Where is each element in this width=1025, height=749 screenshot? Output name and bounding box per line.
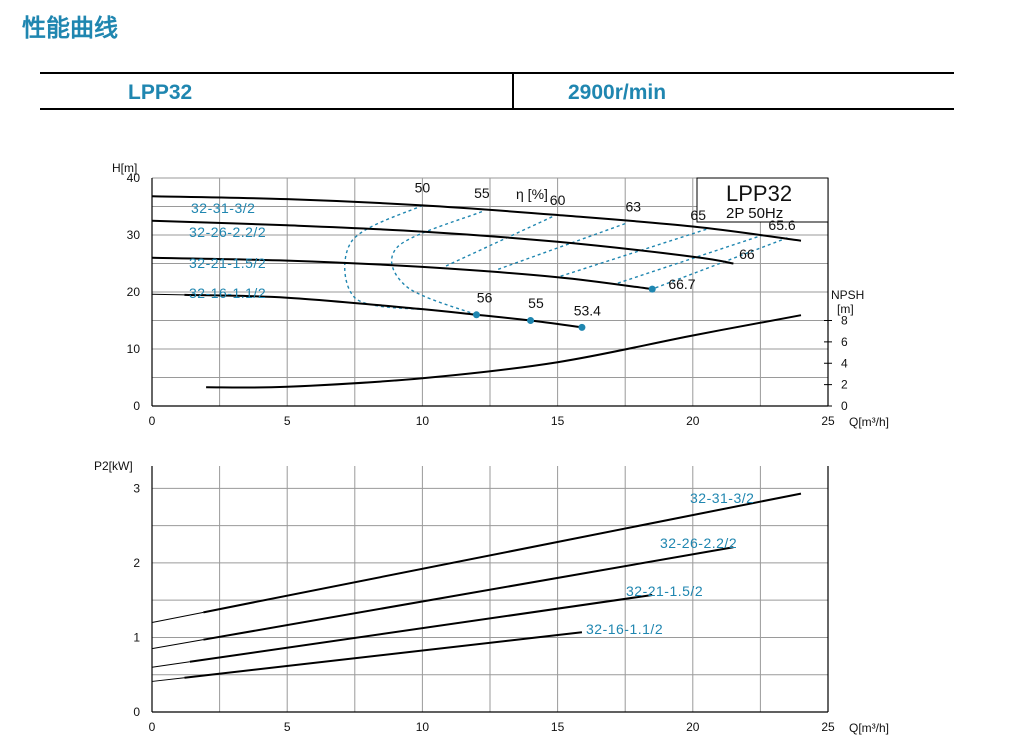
- efficiency-label: 56: [477, 289, 493, 305]
- head-curve-label: 32-31-3/2: [191, 200, 255, 216]
- efficiency-label: 55: [474, 185, 490, 201]
- efficiency-contour-66: [651, 237, 788, 290]
- y-tick-label: 30: [127, 228, 141, 242]
- y-tick-label: 2: [133, 556, 140, 570]
- power-curve-extension-32-26-2-2-2: [151, 639, 204, 650]
- header-band: LPP32 2900r/min: [40, 72, 954, 110]
- efficiency-point-marker: [472, 311, 480, 319]
- x-tick-label: 10: [416, 720, 430, 734]
- header-divider: [512, 74, 514, 108]
- efficiency-label: 63: [626, 199, 642, 215]
- efficiency-label: 60: [550, 192, 566, 208]
- x-axis-title: Q[m³/h]: [849, 415, 889, 429]
- model-box-title: LPP32: [726, 181, 792, 206]
- power-curve-32-26-2-2-2: [203, 546, 734, 641]
- efficiency-contour-50: [344, 204, 423, 311]
- head-curve-32-21-1-5-2: [151, 256, 653, 291]
- x-tick-label: 0: [149, 720, 156, 734]
- head-curve-label: 32-26-2.2/2: [189, 224, 266, 240]
- x-tick-label: 25: [821, 414, 835, 428]
- npsh-axis-title: NPSH: [831, 288, 864, 302]
- efficiency-point-marker: [527, 317, 535, 324]
- power-curve-extension-32-21-1-5-2: [151, 661, 190, 668]
- x-tick-label: 5: [284, 414, 291, 428]
- power-curve-label: 32-21-1.5/2: [626, 583, 703, 599]
- power-curve-extension-32-31-3-2: [151, 611, 204, 624]
- y-tick-label: 0: [133, 705, 140, 719]
- efficiency-label: 55: [528, 295, 544, 311]
- y-tick-label: 1: [133, 630, 140, 644]
- efficiency-contour-60: [443, 216, 553, 268]
- power-curve-32-31-3-2: [203, 492, 802, 614]
- head-curve-32-31-3-2: [151, 195, 802, 242]
- power-curve-extension-32-16-1-1-2: [151, 677, 185, 682]
- npsh-tick-label: 4: [841, 356, 848, 370]
- efficiency-label: 53.4: [574, 302, 601, 318]
- head-curve-extension-32-16-1-1-2: [151, 293, 185, 296]
- head-curve-32-26-2-2-2: [151, 219, 734, 265]
- npsh-tick-label: 8: [841, 314, 848, 328]
- power-curve-32-16-1-1-2: [184, 631, 583, 679]
- page-title: 性能曲线: [22, 15, 118, 42]
- y-tick-label: 40: [127, 171, 141, 185]
- efficiency-contour-65-6: [616, 234, 764, 285]
- power-curve-label: 32-31-3/2: [690, 490, 754, 506]
- power-curve-label: 32-26-2.2/2: [660, 535, 737, 551]
- y-axis-title: P2[kW]: [94, 459, 133, 473]
- efficiency-label: 50: [415, 179, 431, 195]
- x-tick-label: 0: [149, 414, 156, 428]
- efficiency-point-marker: [648, 285, 656, 293]
- x-axis-title: Q[m³/h]: [849, 721, 889, 735]
- efficiency-contour-55: [390, 210, 483, 316]
- efficiency-contour-65: [557, 228, 707, 278]
- power-chart: 0 5 10 15 20 25 0 1 2 3P2[kW] Q[m³/h] 32-31-3/2 32-2…: [94, 459, 889, 735]
- npsh-axis-unit: [m]: [837, 302, 854, 316]
- npsh-tick-label: 2: [841, 378, 848, 392]
- efficiency-label: 66: [739, 246, 755, 262]
- y-tick-label: 10: [127, 342, 141, 356]
- npsh-tick-label: 6: [841, 335, 848, 349]
- x-tick-label: 5: [284, 720, 291, 734]
- head-curve-label: 32-16-1.1/2: [189, 285, 266, 301]
- x-tick-label: 25: [821, 720, 835, 734]
- model-box-subtitle: 2P 50Hz: [726, 205, 783, 222]
- x-tick-label: 20: [686, 414, 700, 428]
- y-axis-title: H[m]: [112, 161, 137, 175]
- efficiency-axis-title: η [%]: [516, 186, 548, 202]
- model-label: LPP32: [128, 81, 193, 104]
- efficiency-label: 66.7: [668, 276, 695, 292]
- efficiency-point-marker: [578, 323, 586, 331]
- power-curve-label: 32-16-1.1/2: [586, 621, 663, 637]
- y-tick-label: 3: [133, 481, 140, 495]
- x-tick-label: 15: [551, 414, 565, 428]
- head-chart: 0 5 10 15 20 25 0 10 20 30 40 0 2 4 6 8 H[m] Q[m³/h] NPSH[…: [112, 161, 889, 429]
- speed-label: 2900r/min: [568, 81, 667, 104]
- efficiency-label: 65.6: [768, 217, 795, 233]
- efficiency-contour-63: [495, 222, 626, 271]
- power-curve-32-21-1-5-2: [189, 593, 653, 663]
- x-tick-label: 20: [686, 720, 700, 734]
- y-tick-label: 0: [133, 399, 140, 413]
- head-curve-label: 32-21-1.5/2: [189, 255, 266, 271]
- npsh-tick-label: 0: [841, 399, 848, 413]
- efficiency-label: 65: [690, 207, 706, 223]
- model-box: [696, 177, 829, 223]
- x-tick-label: 10: [416, 414, 430, 428]
- x-tick-label: 15: [551, 720, 565, 734]
- y-tick-label: 20: [127, 285, 141, 299]
- npsh-curve: [206, 314, 802, 389]
